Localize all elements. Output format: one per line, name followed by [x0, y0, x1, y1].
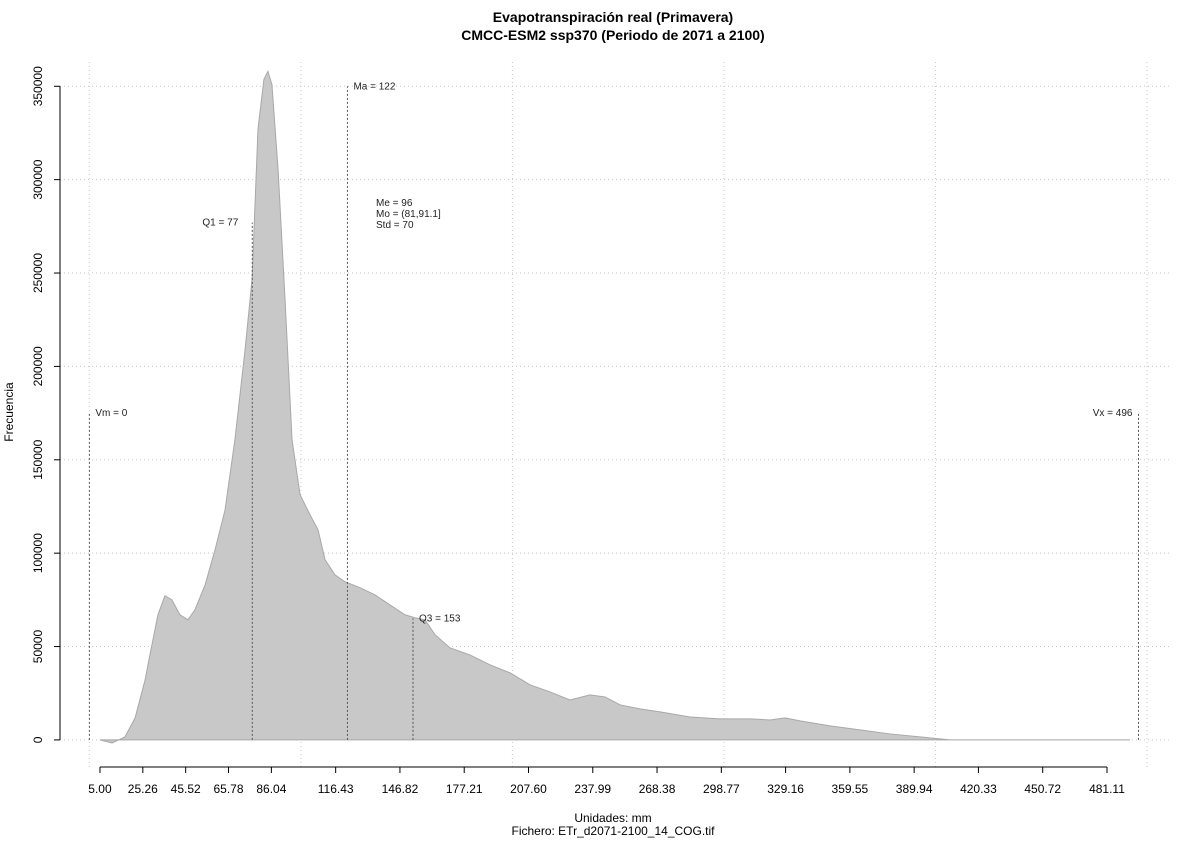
x-tick-label: 420.33 [960, 782, 997, 796]
y-tick-label: 350000 [31, 66, 45, 106]
x-tick-label: 25.26 [128, 782, 158, 796]
y-tick-label: 300000 [31, 159, 45, 199]
y-axis-label: Frecuencia [2, 382, 16, 442]
annotation-label: Q1 = 77 [202, 218, 238, 229]
x-tick-label: 237.99 [574, 782, 611, 796]
x-tick-label: 177.21 [446, 782, 483, 796]
x-tick-label: 298.77 [703, 782, 740, 796]
x-tick-label: 207.60 [510, 782, 547, 796]
y-tick-label: 250000 [31, 253, 45, 293]
x-tick-label: 329.16 [767, 782, 804, 796]
chart-subtitle: CMCC-ESM2 ssp370 (Periodo de 2071 a 2100… [461, 27, 764, 43]
x-tick-label: 116.43 [318, 782, 354, 796]
stat-label: Std = 70 [376, 220, 414, 231]
y-tick-label: 50000 [31, 630, 45, 664]
footnote: Fichero: ETr_d2071-2100_14_COG.tif [512, 824, 716, 838]
x-tick-label: 450.72 [1024, 782, 1061, 796]
annotation-label: Vx = 496 [1093, 408, 1133, 419]
annotation-label: Vm = 0 [95, 408, 127, 419]
x-tick-label: 5.00 [88, 782, 112, 796]
x-tick-label: 389.94 [896, 782, 933, 796]
stat-label: Me = 96 [376, 198, 413, 209]
annotation-label: Q3 = 153 [419, 614, 461, 625]
x-tick-label: 481.11 [1089, 782, 1125, 796]
x-tick-label: 86.04 [256, 782, 286, 796]
x-tick-label: 268.38 [639, 782, 676, 796]
x-tick-label: 359.55 [832, 782, 869, 796]
x-tick-label: 65.78 [214, 782, 244, 796]
annotation-label: Ma = 122 [353, 81, 395, 92]
density-area [99, 70, 1131, 744]
y-tick-label: 150000 [31, 439, 45, 479]
chart-title: Evapotranspiración real (Primavera) [493, 9, 733, 25]
stat-label: Mo = (81,91.1] [376, 209, 441, 220]
x-tick-label: 146.82 [382, 782, 419, 796]
y-tick-label: 100000 [31, 533, 45, 573]
x-tick-label: 45.52 [171, 782, 201, 796]
y-tick-label: 0 [31, 736, 45, 743]
y-tick-label: 200000 [31, 346, 45, 386]
x-axis-label: Unidades: mm [574, 811, 651, 825]
